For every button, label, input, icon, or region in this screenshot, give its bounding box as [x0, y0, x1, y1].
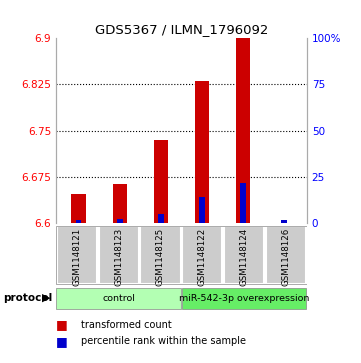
Text: ■: ■: [56, 318, 68, 331]
Text: percentile rank within the sample: percentile rank within the sample: [81, 336, 246, 346]
Bar: [195, 81, 209, 223]
Text: ■: ■: [56, 335, 68, 348]
Bar: [182, 288, 306, 309]
Text: GSM1148121: GSM1148121: [72, 228, 81, 286]
Bar: [240, 183, 246, 223]
Text: protocol: protocol: [4, 293, 53, 303]
Bar: [113, 184, 127, 223]
Bar: [56, 288, 181, 309]
Text: miR-542-3p overexpression: miR-542-3p overexpression: [179, 294, 309, 303]
Text: GSM1148124: GSM1148124: [240, 228, 249, 286]
Bar: [236, 38, 250, 223]
Bar: [154, 140, 168, 223]
Bar: [71, 193, 86, 223]
Bar: [99, 226, 139, 284]
Text: GSM1148126: GSM1148126: [282, 228, 291, 286]
Text: GSM1148125: GSM1148125: [156, 228, 165, 286]
Text: GSM1148122: GSM1148122: [198, 228, 207, 286]
Bar: [199, 197, 205, 223]
Bar: [281, 220, 287, 223]
Bar: [117, 219, 123, 223]
Text: GSM1148123: GSM1148123: [114, 228, 123, 286]
Text: transformed count: transformed count: [81, 320, 172, 330]
Bar: [182, 226, 222, 284]
Bar: [57, 226, 97, 284]
Bar: [224, 226, 264, 284]
Bar: [140, 226, 180, 284]
Text: control: control: [102, 294, 135, 303]
Bar: [76, 220, 82, 223]
Bar: [266, 226, 306, 284]
Bar: [158, 214, 164, 223]
Text: ▶: ▶: [42, 293, 50, 303]
Title: GDS5367 / ILMN_1796092: GDS5367 / ILMN_1796092: [95, 23, 268, 36]
